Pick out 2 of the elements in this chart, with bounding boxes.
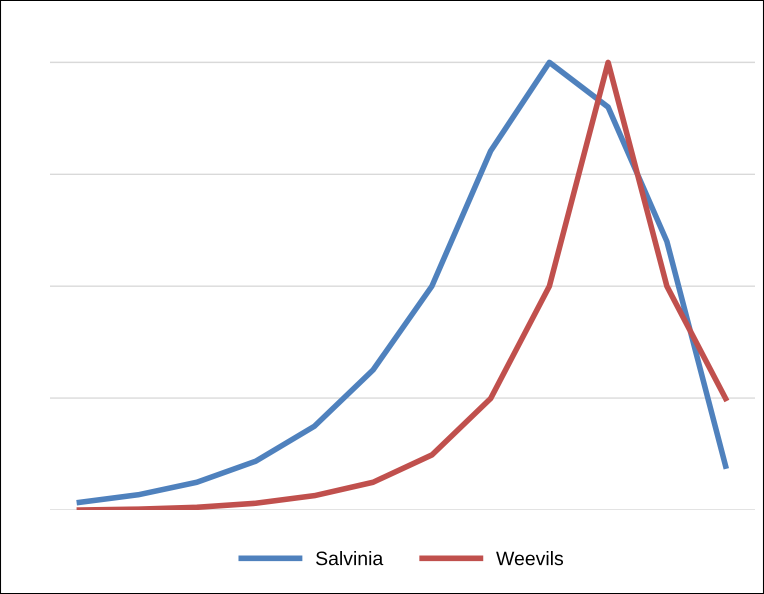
legend-label: Weevils bbox=[496, 551, 564, 566]
legend-label: Salvinia bbox=[316, 551, 384, 566]
